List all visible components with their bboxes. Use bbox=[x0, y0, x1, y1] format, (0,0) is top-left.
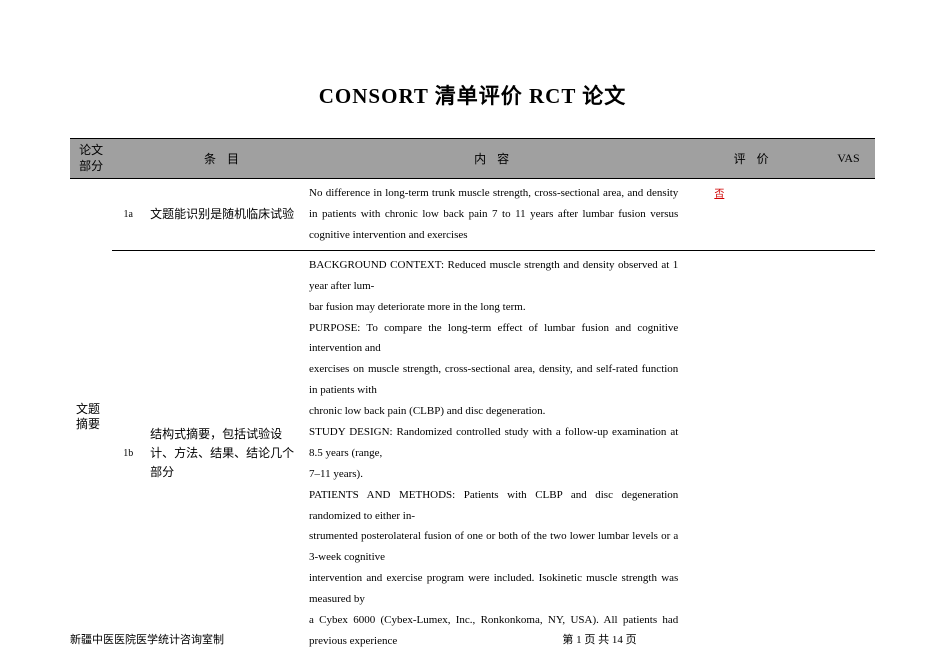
id-cell: 1b bbox=[112, 250, 144, 655]
col-eval: 评 价 bbox=[684, 139, 822, 179]
item-cell: 文题能识别是随机临床试验 bbox=[144, 179, 303, 251]
table-body: 文题 摘要 1a 文题能识别是随机临床试验 No difference in l… bbox=[70, 179, 875, 656]
id-cell: 1a bbox=[112, 179, 144, 251]
eval-cell: 否 bbox=[684, 179, 822, 251]
col-section-label: 论文 部分 bbox=[79, 143, 103, 173]
col-section: 论文 部分 bbox=[70, 139, 112, 179]
col-vas: VAS bbox=[822, 139, 875, 179]
page-footer: 新疆中医医院医学统计咨询室制 第 1 页 共 14 页 bbox=[70, 631, 875, 647]
col-content: 内 容 bbox=[303, 139, 684, 179]
content-text: BACKGROUND CONTEXT: Reduced muscle stren… bbox=[309, 259, 678, 647]
vas-cell bbox=[822, 250, 875, 655]
section-cell: 文题 摘要 bbox=[70, 179, 112, 656]
section-label: 文题 摘要 bbox=[76, 402, 100, 432]
document-page: CONSORT 清单评价 RCT 论文 论文 部分 条 目 内 容 评 价 VA… bbox=[0, 0, 945, 656]
col-item: 条 目 bbox=[144, 139, 303, 179]
item-cell: 结构式摘要，包括试验设计、方法、结果、结论几个部分 bbox=[144, 250, 303, 655]
page-title: CONSORT 清单评价 RCT 论文 bbox=[70, 80, 875, 110]
col-id bbox=[112, 139, 144, 179]
table-row: 1b 结构式摘要，包括试验设计、方法、结果、结论几个部分 BACKGROUND … bbox=[70, 250, 875, 655]
content-cell: BACKGROUND CONTEXT: Reduced muscle stren… bbox=[303, 250, 684, 655]
table-header: 论文 部分 条 目 内 容 评 价 VAS bbox=[70, 139, 875, 179]
footer-page-number: 第 1 页 共 14 页 bbox=[224, 631, 875, 647]
content-cell: No difference in long-term trunk muscle … bbox=[303, 179, 684, 251]
table-row: 文题 摘要 1a 文题能识别是随机临床试验 No difference in l… bbox=[70, 179, 875, 251]
vas-cell bbox=[822, 179, 875, 251]
consort-table: 论文 部分 条 目 内 容 评 价 VAS 文题 摘要 1a 文题能识别是随机临… bbox=[70, 138, 875, 656]
eval-cell bbox=[684, 250, 822, 655]
footer-left: 新疆中医医院医学统计咨询室制 bbox=[70, 631, 224, 647]
